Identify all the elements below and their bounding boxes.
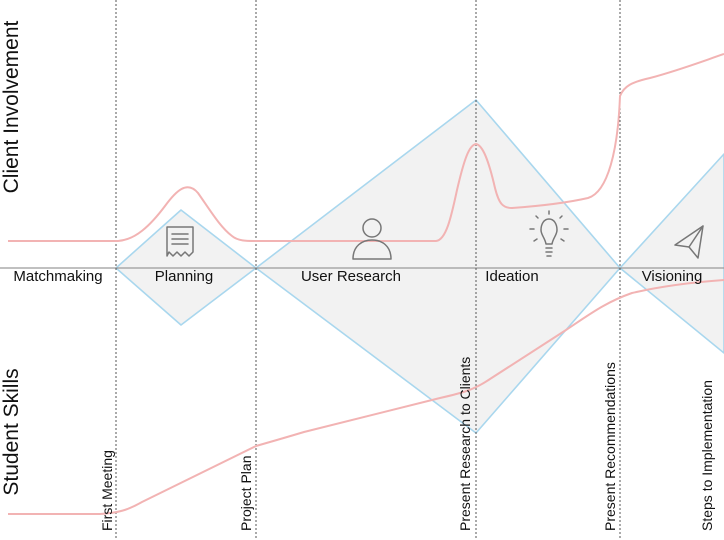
milestone-label-project-plan: Project Plan bbox=[238, 455, 254, 531]
student-skills-curve bbox=[8, 279, 724, 515]
user-research-diamond bbox=[255, 99, 621, 434]
student-skills-label: Student Skills bbox=[0, 368, 23, 496]
milestone-label-present-recommendations: Present Recommendations bbox=[602, 362, 618, 531]
phase-label-user-research: User Research bbox=[300, 268, 402, 285]
phase-label-planning: Planning bbox=[154, 268, 214, 285]
client-involvement-label: Client Involvement bbox=[0, 20, 23, 194]
paper-plane-icon bbox=[674, 225, 704, 259]
lightbulb-icon bbox=[529, 210, 569, 257]
client-involvement-curve bbox=[8, 53, 724, 242]
visioning-diamond bbox=[619, 153, 724, 354]
milestone-label-present-research: Present Research to Clients bbox=[457, 356, 473, 531]
phase-label-visioning: Visioning bbox=[641, 268, 703, 285]
person-icon bbox=[352, 218, 392, 260]
phase-label-matchmaking: Matchmaking bbox=[13, 268, 103, 285]
milestone-label-first-meeting: First Meeting bbox=[99, 450, 115, 531]
phase-label-ideation: Ideation bbox=[485, 268, 539, 285]
milestone-label-steps-to-implementation: Steps to Implementation bbox=[699, 380, 715, 531]
document-icon bbox=[166, 226, 194, 257]
